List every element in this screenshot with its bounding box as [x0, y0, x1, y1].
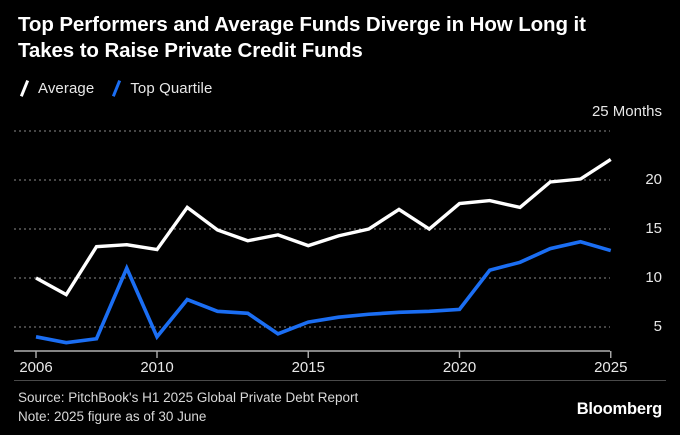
series-average [35, 157, 612, 297]
footer-divider [14, 380, 666, 381]
x-axis-tick-label: 2015 [291, 359, 325, 376]
x-axis-tick-label: 2006 [19, 359, 53, 376]
x-axis-ticks [35, 351, 612, 358]
data-series [35, 157, 612, 345]
x-axis-tick-label: 2010 [140, 359, 174, 376]
source-text: Source: PitchBook's H1 2025 Global Priva… [18, 390, 359, 405]
x-axis-tick-label: 2020 [442, 359, 477, 376]
chart-legend: Average Top Quartile [18, 80, 212, 97]
y-axis-tick-label: 20 [645, 171, 662, 188]
note-text: Note: 2025 figure as of 30 June [18, 409, 207, 425]
bloomberg-logo: Bloomberg [576, 400, 662, 418]
legend-item-top-quartile: Top Quartile [110, 80, 212, 97]
footer-notes: Source: PitchBook's H1 2025 Global Priva… [18, 388, 358, 426]
y-axis-tick-label: 25 Months [591, 103, 662, 120]
y-axis-tick-label: 15 [645, 220, 662, 237]
gridlines [14, 130, 610, 328]
legend-label-top-quartile: Top Quartile [130, 80, 213, 97]
legend-item-average: Average [18, 80, 94, 97]
page-title: Top Performers and Average Funds Diverge… [18, 13, 586, 63]
y-axis-tick-label: 10 [645, 269, 662, 286]
series-top-quartile [35, 239, 612, 345]
legend-label-average: Average [38, 80, 95, 97]
x-axis-tick-label: 2025 [594, 359, 628, 376]
y-axis-tick-label: 5 [653, 318, 662, 335]
